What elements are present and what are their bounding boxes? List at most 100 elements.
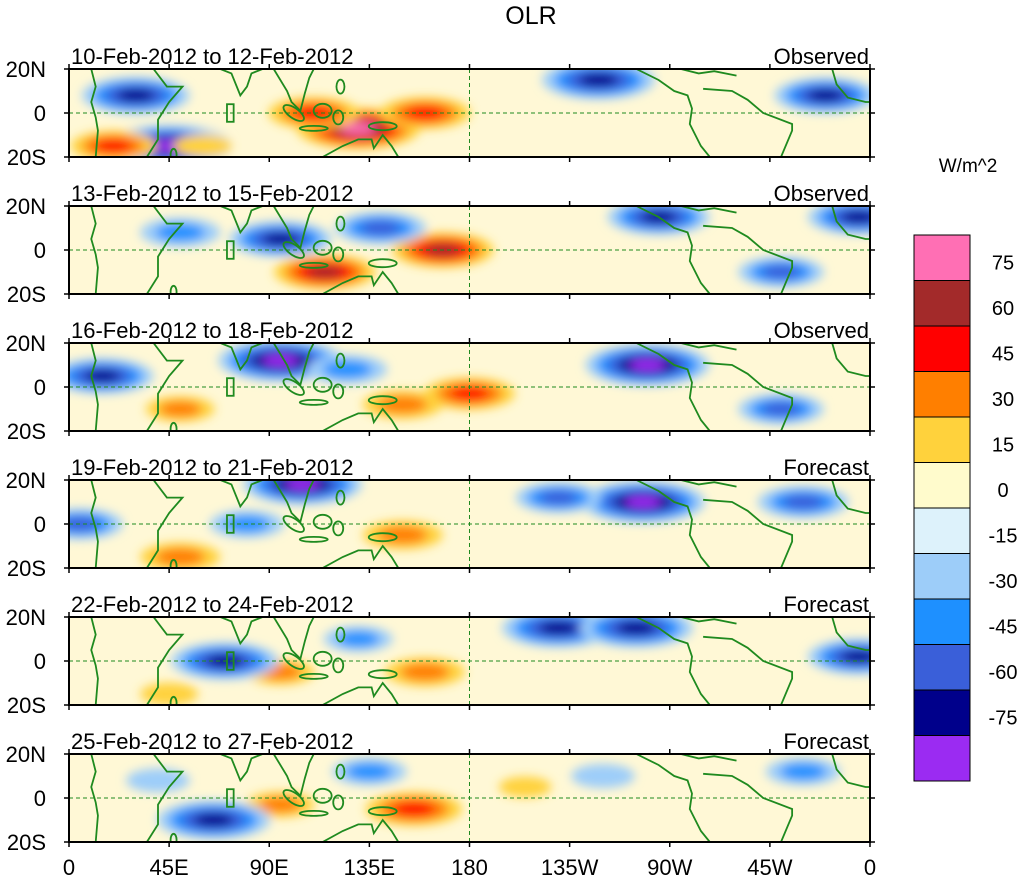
sulawesi bbox=[332, 383, 345, 400]
anomaly-blob-1 bbox=[340, 122, 376, 135]
panel-status-label: Forecast bbox=[783, 455, 869, 480]
panel-4: 20N 0 20S 19-Feb-2012 to 21-Feb-2012 Forecas… bbox=[6, 455, 875, 581]
anomaly-blob-2 bbox=[155, 548, 205, 566]
x-tick-label: 0 bbox=[864, 855, 876, 880]
colorbar-label: -75 bbox=[989, 708, 1018, 730]
anomaly-blob-4 bbox=[538, 621, 579, 635]
panel-status-label: Forecast bbox=[783, 729, 869, 754]
se-asia-coast bbox=[272, 69, 315, 113]
y-tick-label: 20N bbox=[6, 194, 46, 219]
x-tick-label: 90W bbox=[647, 855, 692, 880]
india-coast bbox=[219, 480, 263, 509]
x-tick-label: 135W bbox=[541, 855, 599, 880]
anomaly-blob-7 bbox=[155, 223, 205, 242]
anomaly-blob-6 bbox=[780, 763, 827, 780]
sumatra bbox=[282, 378, 305, 396]
colorbar-swatch bbox=[913, 234, 971, 281]
colorbar-swatch bbox=[913, 462, 971, 509]
philippines bbox=[335, 78, 346, 95]
panel-2: 20N 0 20S 13-Feb-2012 to 15-Feb-2012 Observe… bbox=[6, 181, 875, 307]
anomaly-blob-5 bbox=[539, 490, 578, 505]
y-tick-label: 20S bbox=[7, 282, 46, 307]
sulawesi bbox=[332, 520, 345, 537]
anomaly-blob-5 bbox=[571, 764, 635, 788]
philippines bbox=[335, 352, 346, 369]
y-tick-label: 0 bbox=[34, 786, 46, 811]
south-america-north-coast bbox=[703, 87, 794, 157]
south-america-north-coast bbox=[703, 224, 794, 294]
x-tick-label: 45E bbox=[150, 855, 189, 880]
borneo bbox=[312, 102, 333, 119]
borneo bbox=[312, 513, 333, 530]
philippines bbox=[335, 763, 346, 780]
y-tick-label: 0 bbox=[34, 649, 46, 674]
africa-coast bbox=[90, 343, 185, 431]
x-tick-label: 90E bbox=[250, 855, 289, 880]
west-africa-coast bbox=[831, 480, 870, 514]
india-coast bbox=[219, 754, 263, 783]
borneo bbox=[312, 650, 333, 667]
y-tick-label: 0 bbox=[34, 101, 46, 126]
maldives-box bbox=[226, 103, 235, 123]
colorbar-swatch bbox=[913, 416, 971, 463]
anomaly-blob-6 bbox=[841, 650, 870, 663]
colorbar-swatch bbox=[913, 325, 971, 372]
madagascar bbox=[169, 695, 178, 705]
sumatra bbox=[282, 241, 305, 259]
coastlines bbox=[90, 754, 870, 842]
colorbar-label: 30 bbox=[992, 389, 1014, 411]
anomaly-blob-4 bbox=[629, 359, 666, 371]
anomaly-blob-3 bbox=[193, 813, 234, 827]
anomaly-blob-2 bbox=[307, 265, 343, 279]
south-america-north-coast bbox=[703, 772, 794, 842]
x-tick-label: 0 bbox=[63, 855, 75, 880]
india-coast bbox=[219, 343, 263, 372]
coastlines bbox=[90, 206, 870, 294]
se-asia-coast bbox=[272, 343, 315, 387]
sulawesi bbox=[332, 246, 345, 263]
y-tick-label: 20N bbox=[6, 605, 46, 630]
madagascar bbox=[169, 832, 178, 842]
anomaly-blob-2 bbox=[404, 105, 446, 121]
colorbar-swatch bbox=[913, 644, 971, 691]
sumatra bbox=[282, 104, 305, 122]
anomaly-field bbox=[69, 343, 824, 425]
sulawesi bbox=[332, 794, 345, 811]
colorbar-swatch bbox=[913, 735, 971, 782]
anomaly-blob-4 bbox=[360, 220, 401, 236]
panel-period-label: 16-Feb-2012 to 18-Feb-2012 bbox=[71, 318, 354, 343]
colorbar-swatch bbox=[913, 598, 971, 645]
india-coast bbox=[219, 69, 263, 98]
anomaly-blob-5 bbox=[84, 369, 121, 383]
maldives-box bbox=[226, 651, 235, 671]
colorbar-label: 60 bbox=[992, 298, 1014, 320]
anomaly-blob-1 bbox=[392, 801, 436, 817]
coastlines bbox=[90, 69, 870, 157]
anomaly-blob-1 bbox=[378, 526, 428, 544]
java bbox=[298, 536, 329, 543]
anomaly-blob-7 bbox=[337, 631, 380, 647]
anomaly-blob-8 bbox=[762, 402, 800, 416]
java bbox=[298, 261, 329, 269]
americas-west-coast bbox=[635, 480, 711, 568]
chart-title: OLR bbox=[505, 2, 556, 30]
anomaly-blob-3 bbox=[262, 354, 299, 367]
caribbean bbox=[680, 480, 737, 488]
panel-5: 20N 0 20S 22-Feb-2012 to 24-Feb-2012 Forecas… bbox=[6, 592, 875, 718]
australia-coast bbox=[322, 407, 400, 431]
philippines bbox=[335, 215, 346, 232]
y-tick-label: 0 bbox=[34, 375, 46, 400]
philippines bbox=[335, 626, 346, 643]
se-asia-coast bbox=[272, 617, 315, 661]
colorbar-label: 0 bbox=[997, 480, 1008, 502]
africa-coast bbox=[90, 69, 185, 157]
anomaly-blob-7 bbox=[807, 89, 844, 102]
caribbean bbox=[680, 69, 737, 77]
colorbar-swatch bbox=[913, 280, 971, 327]
australia-coast bbox=[322, 818, 400, 842]
panel-status-label: Forecast bbox=[783, 592, 869, 617]
y-tick-label: 20S bbox=[7, 419, 46, 444]
y-tick-label: 0 bbox=[34, 238, 46, 263]
anomaly-field bbox=[126, 758, 841, 840]
americas-west-coast bbox=[635, 754, 711, 842]
